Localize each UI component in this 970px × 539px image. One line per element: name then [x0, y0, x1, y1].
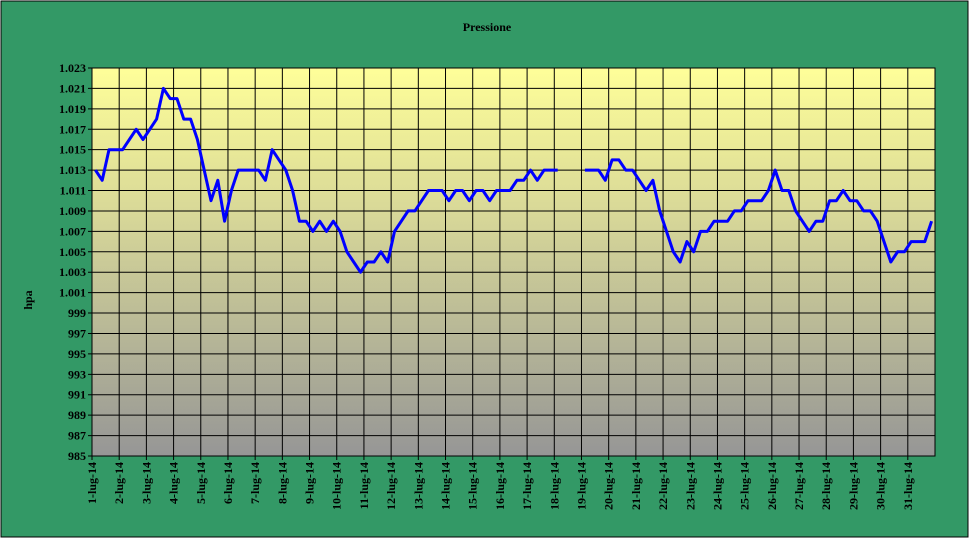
y-tick-label: 1.017	[59, 122, 86, 136]
x-tick-label: 5-lug-14	[194, 462, 208, 504]
y-tick-label: 993	[68, 367, 86, 381]
x-tick-label: 18-lug-14	[547, 462, 561, 510]
y-tick-label: 1.001	[59, 286, 86, 300]
x-tick-label: 19-lug-14	[574, 462, 588, 510]
x-tick-label: 13-lug-14	[411, 462, 425, 510]
chart-title: Pressione	[463, 20, 512, 34]
x-tick-label: 23-lug-14	[683, 462, 697, 510]
y-tick-label: 995	[68, 347, 86, 361]
x-tick-label: 25-lug-14	[738, 462, 752, 510]
x-tick-label: 31-lug-14	[901, 462, 915, 510]
y-tick-label: 999	[68, 306, 86, 320]
y-tick-label: 1.011	[60, 184, 86, 198]
x-tick-label: 2-lug-14	[112, 462, 126, 504]
y-axis-label: hpa	[21, 290, 35, 309]
x-tick-label: 12-lug-14	[384, 462, 398, 510]
x-tick-label: 9-lug-14	[303, 462, 317, 504]
x-tick-label: 20-lug-14	[602, 462, 616, 510]
x-tick-label: 14-lug-14	[439, 462, 453, 510]
data-line	[94, 86, 934, 274]
y-tick-label: 987	[68, 429, 86, 443]
x-tick-label: 6-lug-14	[221, 462, 235, 504]
y-tick-label: 1.005	[59, 245, 86, 259]
y-tick-label: 997	[68, 326, 86, 340]
x-tick-label: 22-lug-14	[656, 462, 670, 510]
x-tick-label: 27-lug-14	[792, 462, 806, 510]
x-tick-label: 16-lug-14	[493, 462, 507, 510]
x-tick-label: 11-lug-14	[357, 462, 371, 509]
x-tick-label: 3-lug-14	[139, 462, 153, 504]
x-tick-label: 15-lug-14	[466, 462, 480, 510]
y-tick-label: 989	[68, 408, 86, 422]
x-tick-label: 30-lug-14	[874, 462, 888, 510]
y-tick-label: 1.003	[59, 265, 86, 279]
y-tick-label: 1.015	[59, 143, 86, 157]
x-tick-label: 1-lug-14	[85, 462, 99, 504]
y-tick-label: 985	[68, 449, 86, 463]
y-tick-label: 1.021	[59, 81, 86, 95]
x-tick-label: 4-lug-14	[167, 462, 181, 504]
y-tick-label: 1.007	[59, 224, 86, 238]
x-tick-label: 10-lug-14	[330, 462, 344, 510]
x-tick-label: 17-lug-14	[520, 462, 534, 510]
x-tick-label: 29-lug-14	[846, 462, 860, 510]
y-tick-label: 1.023	[59, 61, 86, 75]
x-tick-label: 26-lug-14	[765, 462, 779, 510]
x-tick-label: 21-lug-14	[629, 462, 643, 510]
x-tick-label: 7-lug-14	[248, 462, 262, 504]
y-tick-label: 991	[68, 388, 86, 402]
x-tick-label: 8-lug-14	[275, 462, 289, 504]
x-tick-label: 24-lug-14	[710, 462, 724, 510]
y-tick-label: 1.019	[59, 102, 86, 116]
y-tick-label: 1.013	[59, 163, 86, 177]
y-tick-label: 1.009	[59, 204, 86, 218]
x-tick-label: 28-lug-14	[819, 462, 833, 510]
plot-area	[91, 67, 936, 457]
